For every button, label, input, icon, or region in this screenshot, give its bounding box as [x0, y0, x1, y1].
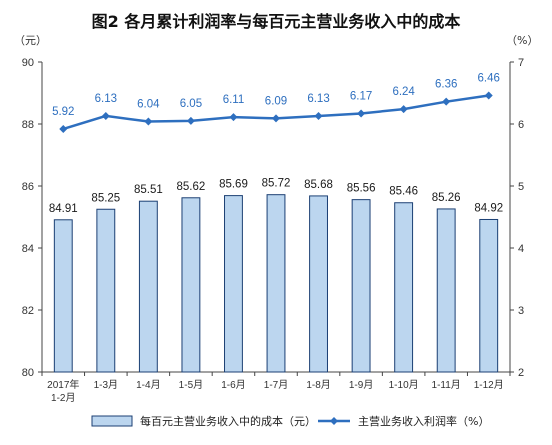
x-category-label: 1-7月	[264, 379, 288, 391]
cost-bar	[138, 200, 158, 373]
profit-rate-marker	[399, 105, 408, 114]
profit-rate-label: 6.09	[265, 95, 287, 107]
profit-rate-marker	[59, 124, 68, 133]
cost-bar-label: 85.72	[262, 178, 291, 190]
cost-bar-label: 85.68	[304, 179, 333, 191]
cost-bar	[224, 195, 243, 373]
legend-bar-label: 每百元主营业务收入中的成本（元）	[140, 414, 316, 428]
profit-rate-marker	[186, 116, 195, 125]
cost-bar	[479, 218, 499, 373]
cost-bar	[394, 202, 414, 373]
profit-rate-marker	[144, 117, 153, 126]
left-tick-label: 82	[22, 305, 34, 317]
profit-rate-label: 6.17	[350, 90, 372, 102]
x-category-label: 1-12月	[474, 379, 504, 391]
x-category-label: 1-4月	[136, 379, 160, 391]
legend-bar-swatch	[91, 415, 133, 427]
cost-bar	[96, 208, 116, 373]
chart-title: 图2 各月累计利润率与每百元主营业务收入中的成本	[91, 12, 461, 31]
cost-bar	[53, 219, 73, 373]
profit-rate-marker	[442, 97, 451, 106]
profit-rate-marker	[272, 114, 280, 123]
cost-bar-label: 85.51	[134, 184, 163, 196]
x-category-label: 2017年	[47, 378, 79, 391]
legend-line-label: 主营业务收入利润率（%）	[358, 414, 489, 428]
right-tick-label: 2	[518, 367, 524, 379]
cost-bar-label: 85.46	[389, 186, 418, 198]
cost-bar	[181, 197, 201, 373]
profit-rate-label: 6.05	[180, 98, 202, 110]
cost-bar	[436, 208, 456, 373]
profit-rate-label: 5.92	[52, 106, 74, 118]
x-category-label: 1-5月	[179, 379, 203, 391]
cost-bar-label: 84.92	[474, 202, 503, 214]
left-axis-unit: （元）	[14, 34, 47, 47]
cost-bar	[309, 195, 328, 373]
profit-rate-label: 6.11	[223, 94, 245, 106]
profit-rate-label: 6.46	[478, 72, 500, 84]
cost-bar-label: 85.26	[432, 192, 461, 204]
profit-rate-marker	[101, 111, 110, 120]
left-tick-label: 80	[22, 367, 34, 379]
left-tick-label: 90	[22, 57, 34, 69]
x-category-label: 1-3月	[94, 379, 118, 391]
cost-bar-label: 84.91	[49, 203, 78, 215]
left-tick-label: 88	[22, 119, 34, 131]
legend-line-marker	[330, 417, 338, 425]
profit-rate-marker	[314, 111, 323, 120]
x-category-label: 1-11月	[432, 379, 461, 391]
x-category-label: 1-8月	[306, 379, 330, 391]
right-tick-label: 6	[518, 119, 524, 131]
right-tick-label: 7	[518, 57, 524, 69]
profit-rate-label: 6.04	[137, 99, 160, 111]
cost-bar	[266, 194, 286, 373]
profit-rate-marker	[229, 113, 238, 122]
right-tick-label: 5	[518, 181, 524, 193]
profit-rate-marker	[357, 109, 366, 118]
cost-bar-label: 85.62	[177, 181, 206, 193]
x-category-label: 1-9月	[349, 379, 373, 391]
profit-rate-label: 6.13	[95, 93, 117, 105]
cost-bar-label: 85.69	[219, 179, 248, 191]
profit-rate-label: 6.24	[392, 86, 415, 98]
right-tick-label: 4	[518, 243, 524, 255]
x-category-label: 1-6月	[221, 379, 245, 391]
x-category-label: 1-2月	[51, 392, 75, 404]
cost-bar-label: 85.56	[347, 183, 376, 195]
profit-rate-label: 6.36	[435, 79, 457, 91]
x-category-label: 1-10月	[389, 379, 419, 391]
left-tick-label: 84	[22, 243, 34, 255]
right-axis-unit: （%）	[506, 34, 538, 47]
cost-bar	[351, 199, 371, 373]
cost-bar-label: 85.25	[91, 192, 120, 204]
left-tick-label: 86	[22, 181, 34, 193]
right-tick-label: 3	[518, 305, 524, 317]
profit-rate-marker	[484, 91, 493, 100]
profit-rate-label: 6.13	[307, 93, 329, 105]
